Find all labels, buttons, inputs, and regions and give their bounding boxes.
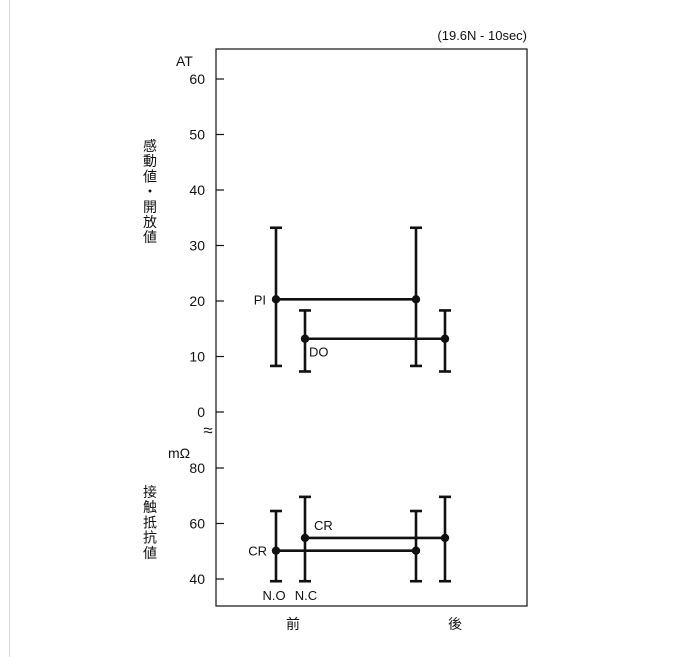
ylabel-char: 開 [143, 199, 157, 215]
series-label-cr-nc: CR [314, 518, 333, 533]
ylabel-char: 放 [143, 214, 157, 230]
y-tick-label: 40 [189, 571, 205, 587]
do-mean-point [440, 334, 450, 343]
ylabel-char: 接 [143, 484, 157, 500]
x-category-label: 後 [448, 616, 462, 632]
axis-break-symbol: ≈ [203, 421, 212, 440]
ylabel-char: 触 [143, 499, 157, 515]
y-tick-label: 10 [189, 349, 205, 365]
ylabel-char: 感 [143, 138, 157, 154]
subcategory-label-nc: N.C [295, 588, 317, 603]
x-category-label: 前 [286, 616, 300, 632]
y-tick-label: 0 [197, 404, 205, 420]
ylabel-char: 動 [143, 153, 157, 169]
ylabel-char: 値 [143, 168, 157, 184]
ylabel-char: 値 [143, 545, 157, 561]
cr-nc-mean-point [300, 533, 310, 543]
ylabel-char: ・ [143, 184, 157, 200]
y-tick-label: 50 [189, 127, 205, 143]
y-tick-label: 30 [189, 238, 205, 254]
subcategory-label-no: N.O [262, 588, 285, 603]
plot-frame [215, 48, 528, 607]
condition-note: (19.6N - 10sec) [437, 28, 527, 43]
ylabel-char: 抗 [143, 530, 157, 546]
top-ylabel: 感動値・開放値 [143, 138, 157, 245]
y-tick-label: 60 [189, 71, 205, 87]
cr-no-mean-point [411, 546, 421, 555]
y-tick-label: 20 [189, 293, 205, 309]
ylabel-char: 抵 [143, 514, 157, 530]
pi-mean-point [271, 295, 281, 304]
do-mean-point [300, 334, 310, 343]
y-tick-label: 60 [189, 516, 205, 532]
cr-no-mean-point [271, 546, 281, 555]
pi-mean-point [411, 295, 421, 304]
series-label-pi: PI [254, 292, 266, 307]
y-axis-ticks: 0 10 20 30 40 50 60 40 60 80 [189, 71, 224, 587]
series-label-do: DO [309, 345, 329, 360]
top-unit-label: AT [176, 53, 193, 69]
bottom-unit-label: mΩ [168, 445, 190, 461]
chart-marks: PI DO CR CR N.O N.C 前 後 [248, 226, 462, 632]
y-tick-label: 80 [189, 460, 205, 476]
cr-nc-mean-point [440, 533, 450, 543]
y-tick-label: 40 [189, 182, 205, 198]
ylabel-char: 値 [143, 229, 157, 245]
page-left-rule [9, 0, 10, 657]
series-label-cr-no: CR [248, 544, 267, 559]
